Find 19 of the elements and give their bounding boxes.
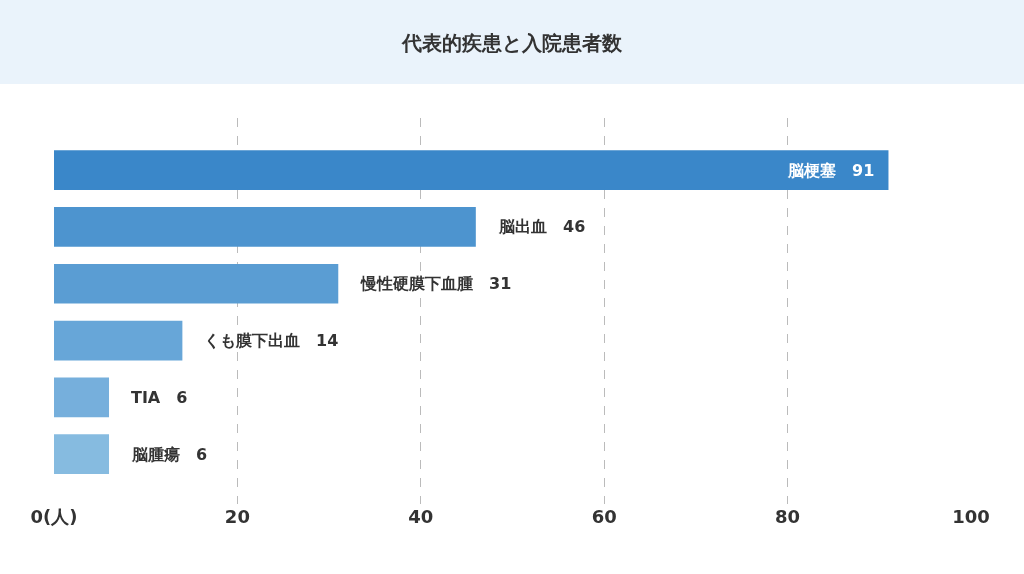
x-tick-label: 100 (952, 506, 990, 527)
data-label: 脳梗塞 91 (787, 161, 875, 180)
data-label: 脳出血 46 (498, 217, 586, 236)
data-label: 慢性硬膜下血腫 31 (360, 274, 512, 293)
bar (54, 150, 889, 191)
x-tick-label: 20 (224, 506, 250, 527)
data-label: 脳腫瘍 6 (131, 445, 208, 464)
data-label: TIA 6 (131, 388, 188, 407)
bar (54, 263, 339, 304)
bar (54, 434, 110, 474)
bar (54, 320, 183, 361)
data-label: くも膜下出血 14 (204, 331, 339, 350)
x-tick-label: 40 (408, 506, 434, 527)
x-tick-label: 60 (591, 506, 617, 527)
x-tick-label: 0(人) (30, 506, 78, 527)
chart-title: 代表的疾患と入院患者数 (401, 31, 623, 55)
x-tick-label: 80 (775, 506, 801, 527)
bar (54, 377, 110, 418)
bar (54, 207, 476, 247)
